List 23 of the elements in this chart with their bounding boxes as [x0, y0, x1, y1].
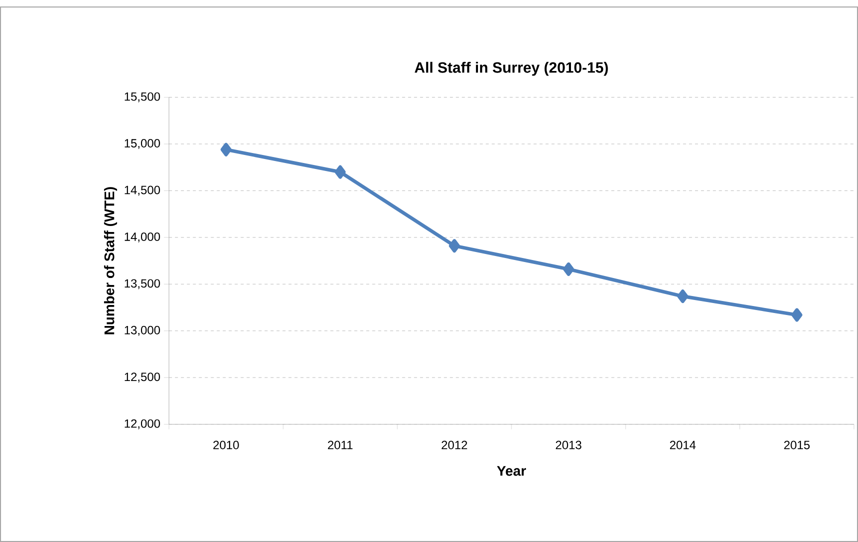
- point: [677, 290, 688, 304]
- y-tick-label: 13,000: [124, 326, 160, 336]
- y-tick-label: 14,000: [124, 232, 160, 242]
- point: [220, 142, 232, 156]
- point: [448, 239, 460, 253]
- x-tick-label: 2013: [556, 440, 582, 450]
- y-tick-label: 13,500: [124, 279, 160, 290]
- point: [334, 165, 346, 179]
- x-tick-label: 2014: [670, 440, 696, 450]
- y-axis-title: Number of Staff (WTE): [104, 187, 118, 334]
- y-tick-label: 12,500: [124, 372, 160, 382]
- y-tick-label: 14,500: [124, 186, 160, 196]
- point: [563, 262, 574, 276]
- y-tick-label: 12,000: [124, 419, 160, 430]
- x-axis-title: Year: [496, 466, 526, 476]
- x-tick-label: 2010: [213, 440, 239, 450]
- x-tick-label: 2015: [784, 440, 810, 450]
- y-tick-label: 15,500: [124, 92, 160, 102]
- y-tick-label: 15,000: [124, 139, 160, 149]
- x-tick-label: 2012: [442, 440, 468, 450]
- point: [791, 308, 802, 322]
- x-tick-label: 2011: [328, 440, 352, 450]
- chart-title: All Staff in Surrey (2010-15): [414, 62, 608, 76]
